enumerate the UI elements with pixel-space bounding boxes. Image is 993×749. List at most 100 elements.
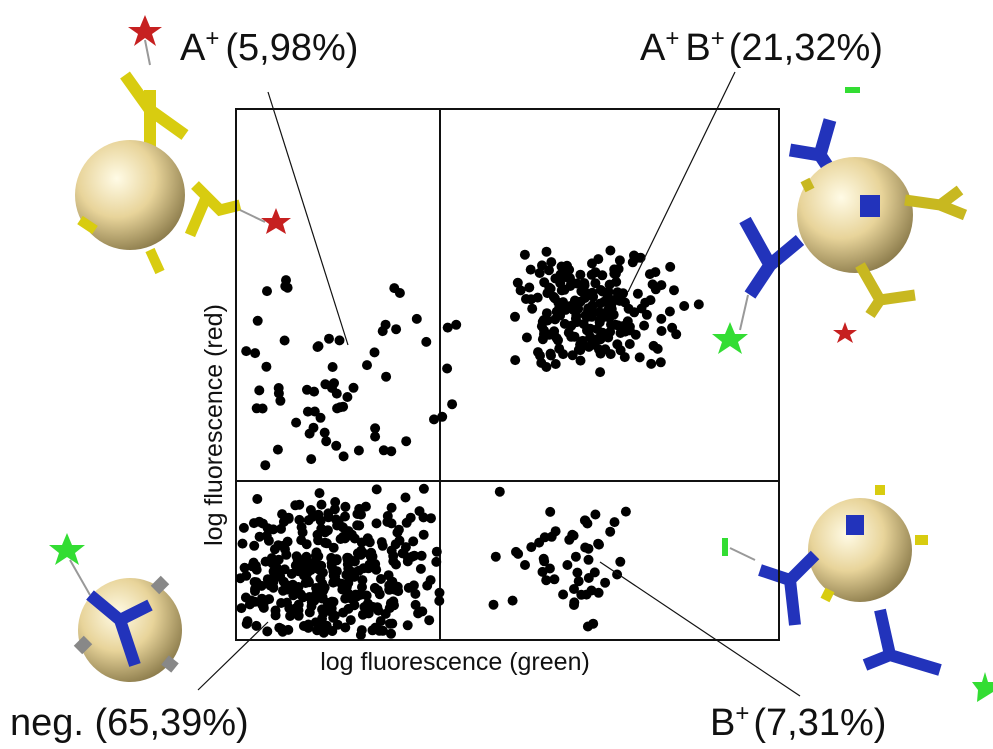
dot [371,565,381,575]
dot [239,523,249,533]
dot [342,392,352,402]
dot [262,286,272,296]
dot [252,403,262,413]
dot [386,446,396,456]
dot [320,428,330,438]
dot [595,317,605,327]
dot [381,320,391,330]
dot [615,557,625,567]
dot [365,537,375,547]
bead-neg [49,533,182,682]
dot [669,285,679,295]
dot [411,600,421,610]
dot [347,556,357,566]
dot [252,494,262,504]
dot [306,454,316,464]
dot [618,288,628,298]
dot [302,385,312,395]
dot [578,285,588,295]
dot [356,630,366,640]
dot [383,511,393,521]
dot [656,357,666,367]
dot [520,560,530,570]
dot [605,297,615,307]
dot [656,314,666,324]
dot [287,569,297,579]
dot [595,299,605,309]
dot [264,536,274,546]
dot [429,414,439,424]
dot [278,627,288,637]
dot [419,530,429,540]
dot [442,364,452,374]
dot [495,487,505,497]
dot [241,571,251,581]
dot [317,500,327,510]
dot [252,577,262,587]
dot [560,285,570,295]
dot [558,590,568,600]
dot [274,383,284,393]
dot [576,297,586,307]
dot [539,554,549,564]
dot [339,451,349,461]
label-neg: neg. (65,39%) [10,702,249,744]
dot [391,324,401,334]
dot [254,385,264,395]
dot [600,578,610,588]
dot [513,549,523,559]
dot [582,325,592,335]
dot [290,500,300,510]
y-axis-label: log fluorescence (red) [200,304,228,546]
dot [615,255,625,265]
dot [597,270,607,280]
dot [526,265,536,275]
dot [625,339,635,349]
dot [542,247,552,257]
dot [358,548,368,558]
dot [572,568,582,578]
dot [633,289,643,299]
dot [335,335,345,345]
dot [395,536,405,546]
dot [583,303,593,313]
dot [552,307,562,317]
dot [416,564,426,574]
dot [424,615,434,625]
dot [238,539,248,549]
dot [646,295,656,305]
dot [489,600,499,610]
dot [510,312,520,322]
label-b-pos: B+(7,31%) [710,700,886,744]
dot [549,326,559,336]
dot [610,517,620,527]
dot [408,536,418,546]
dot [593,254,603,264]
dot [443,323,453,333]
dot [328,362,338,372]
dot [335,402,345,412]
dot [241,593,251,603]
dot [513,278,523,288]
dot [249,518,259,528]
dot [576,590,586,600]
dot [330,504,340,514]
dot [642,310,652,320]
dot [650,267,660,277]
dot [331,441,341,451]
dot [694,299,704,309]
dot [362,360,372,370]
dot [329,597,339,607]
dot [569,305,579,315]
dot [646,359,656,369]
dot [321,436,331,446]
dot [624,304,634,314]
dot [250,586,260,596]
label-ab-pos: A+B+(21,32%) [640,25,883,69]
dot [562,560,572,570]
dot [417,551,427,561]
dot [667,323,677,333]
bead-b [722,485,993,702]
dot [665,307,675,317]
dot [291,418,301,428]
